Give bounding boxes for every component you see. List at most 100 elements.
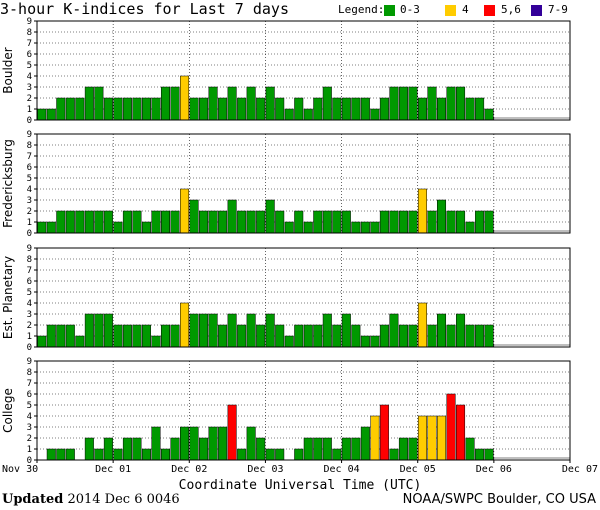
- k-index-bar: [65, 210, 75, 234]
- k-index-bar: [103, 313, 113, 348]
- k-index-bar: [94, 86, 104, 121]
- y-tick-label: 0: [27, 456, 32, 466]
- k-index-bar: [151, 335, 161, 348]
- k-index-bar: [141, 448, 151, 461]
- k-index-bar: [456, 313, 466, 348]
- legend-item-4: 4: [462, 3, 469, 16]
- panel-label-0: Boulder: [1, 47, 15, 94]
- y-tick-label: 4: [27, 185, 32, 195]
- k-index-bar: [446, 324, 456, 348]
- y-tick-label: 1: [27, 332, 32, 342]
- k-index-bar: [94, 313, 104, 348]
- legend-swatch-0-3: [384, 5, 395, 16]
- x-axis-label: Coordinate Universal Time (UTC): [178, 478, 422, 493]
- k-index-bar: [275, 324, 285, 348]
- k-index-bar: [370, 221, 380, 234]
- k-index-bar: [427, 415, 437, 461]
- k-index-bar: [303, 108, 313, 121]
- k-index-bar: [160, 324, 171, 348]
- k-index-bar: [265, 199, 275, 234]
- x-tick-label: Dec 02: [171, 464, 207, 475]
- k-index-bar: [446, 86, 456, 121]
- panel-frame: [36, 133, 571, 234]
- panel-frame: [36, 247, 571, 348]
- k-index-bar: [113, 324, 123, 348]
- k-index-bar: [475, 97, 485, 121]
- k-index-bar: [360, 426, 370, 461]
- k-index-bar: [199, 97, 209, 121]
- y-tick-label: 4: [27, 412, 32, 422]
- k-index-bar: [122, 210, 132, 234]
- k-index-bar: [417, 302, 427, 348]
- k-index-bar: [160, 210, 171, 234]
- k-index-bar: [208, 426, 218, 461]
- y-tick-label: 9: [27, 244, 32, 254]
- k-index-bar: [237, 97, 247, 121]
- k-index-bar: [313, 210, 323, 234]
- panel-label-3: College: [1, 388, 15, 433]
- k-index-bar: [408, 210, 418, 234]
- k-index-bar: [113, 97, 123, 121]
- k-index-bar: [122, 97, 132, 121]
- x-tick-label: Nov 30: [2, 464, 38, 475]
- k-index-bar: [275, 448, 285, 461]
- k-index-bar: [180, 75, 190, 121]
- k-index-bar: [75, 335, 85, 348]
- k-index-bar: [246, 86, 256, 121]
- k-index-bar: [294, 97, 304, 121]
- y-tick-label: 7: [27, 379, 32, 389]
- y-tick-label: 6: [27, 163, 32, 173]
- k-index-bar: [103, 97, 113, 121]
- legend-item-5-6: 5,6: [501, 3, 521, 16]
- k-index-bar: [313, 324, 323, 348]
- panel-frame: [36, 20, 571, 121]
- k-index-bar: [284, 335, 294, 348]
- k-index-bar: [160, 86, 171, 121]
- k-index-bar: [265, 313, 275, 348]
- k-index-bar: [427, 86, 437, 121]
- k-index-bar: [180, 188, 190, 234]
- legend-item-7-9: 7-9: [548, 3, 568, 16]
- k-index-bar: [218, 210, 228, 234]
- panel-label-1: Fredericksburg: [1, 139, 15, 228]
- y-tick-label: 8: [27, 141, 32, 151]
- y-tick-label: 3: [27, 423, 32, 433]
- k-index-bar: [218, 97, 228, 121]
- k-index-bar: [199, 437, 209, 461]
- k-index-bar: [370, 415, 380, 461]
- k-index-bar: [456, 210, 466, 234]
- k-index-bar: [237, 324, 247, 348]
- k-index-bar: [46, 108, 56, 121]
- k-index-bar: [132, 324, 142, 348]
- k-index-bar: [456, 404, 466, 461]
- k-index-bar: [132, 437, 142, 461]
- k-index-bar: [322, 437, 332, 461]
- k-index-bar: [284, 108, 294, 121]
- k-index-bar: [208, 210, 218, 234]
- k-index-bar: [379, 97, 389, 121]
- k-index-bar: [122, 437, 132, 461]
- k-index-bar: [417, 97, 427, 121]
- k-index-bar: [341, 437, 351, 461]
- k-index-bar: [265, 86, 275, 121]
- k-index-bar: [446, 393, 456, 461]
- y-tick-label: 6: [27, 390, 32, 400]
- y-tick-label: 8: [27, 368, 32, 378]
- y-tick-label: 9: [27, 357, 32, 367]
- panel-frame: [36, 360, 571, 461]
- k-index-bar: [246, 426, 256, 461]
- k-index-bar: [75, 210, 85, 234]
- k-index-bar: [322, 86, 332, 121]
- k-index-bar: [246, 210, 256, 234]
- k-index-bar: [160, 448, 171, 461]
- k-index-bar: [417, 188, 427, 234]
- k-index-bar: [189, 199, 199, 234]
- k-index-bar: [351, 324, 361, 348]
- k-index-bar: [303, 221, 313, 234]
- k-index-bar: [437, 97, 447, 121]
- k-index-bar: [237, 210, 247, 234]
- updated-label: Updated: [2, 492, 64, 507]
- k-index-bar: [237, 448, 247, 461]
- y-tick-label: 3: [27, 196, 32, 206]
- k-index-bar: [180, 426, 190, 461]
